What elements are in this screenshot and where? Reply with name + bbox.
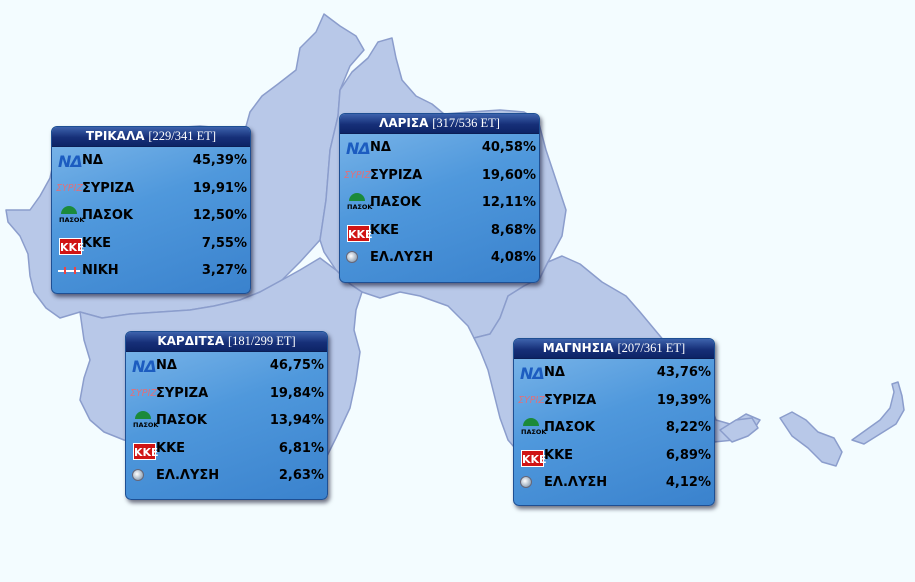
party-row: ΣΥΡΙΖ ΣΥΡΙΖΑ 19,39% <box>514 387 714 415</box>
counted-stations: [317/536 ΕΤ] <box>432 116 500 130</box>
syriza-logo-icon: ΣΥΡΙΖ <box>130 387 157 399</box>
party-name: ΣΥΡΙΖΑ <box>370 167 423 183</box>
kke-logo-icon: ΚΚΕ <box>130 439 159 460</box>
party-row: ΝΔ ΝΔ 43,76% <box>514 359 714 387</box>
map-island-alonissos <box>851 381 905 445</box>
party-row: ΕΛ.ΛΥΣΗ 4,12% <box>514 469 714 497</box>
party-percentage: 4,12% <box>665 475 711 490</box>
party-row: ΚΚΕ ΚΚΕ 6,81% <box>126 435 327 463</box>
party-name: ΚΚΕ <box>544 447 574 463</box>
party-row: ΚΚΕ ΚΚΕ 6,89% <box>514 442 714 470</box>
party-percentage: 8,68% <box>490 222 536 238</box>
party-name: ΝΔ <box>370 140 391 155</box>
region-name: ΜΑΓΝΗΣΙΑ <box>542 341 614 355</box>
nd-logo-icon: ΝΔ <box>132 357 157 376</box>
party-percentage: 19,84% <box>269 385 324 401</box>
party-row: ΕΛ.ΛΥΣΗ 4,08% <box>340 244 539 272</box>
counted-stations: [229/341 ΕΤ] <box>148 129 217 143</box>
party-percentage: 19,91% <box>192 180 247 196</box>
map-island-skiathos <box>719 417 759 443</box>
elliniki-lysi-logo-icon <box>130 466 156 486</box>
party-row: ΝΙΚΗ 3,27% <box>52 257 250 285</box>
party-row: ΠΑΣΟΚ ΠΑΣΟΚ 12,11% <box>340 189 539 217</box>
party-name: ΚΚΕ <box>82 235 112 251</box>
party-name: ΠΑΣΟΚ <box>370 195 421 210</box>
party-name: ΣΥΡΙΖΑ <box>156 385 209 401</box>
party-percentage: 45,39% <box>192 153 247 168</box>
map-island-skopelos <box>779 411 843 467</box>
syriza-logo-icon: ΣΥΡΙΖ <box>518 394 545 406</box>
party-row: ΝΔ ΝΔ 45,39% <box>52 147 250 175</box>
party-row: ΠΑΣΟΚ ΠΑΣΟΚ 13,94% <box>126 407 327 435</box>
party-name: ΚΚΕ <box>370 222 400 238</box>
nd-logo-icon: ΝΔ <box>346 139 371 158</box>
party-name: ΠΑΣΟΚ <box>82 208 133 223</box>
region-header: ΛΑΡΙΣΑ [317/536 ΕΤ] <box>340 114 539 134</box>
party-percentage: 8,22% <box>665 420 711 435</box>
party-percentage: 4,08% <box>490 250 536 265</box>
syriza-logo-icon: ΣΥΡΙΖ <box>344 169 371 181</box>
niki-logo-icon <box>56 261 82 281</box>
party-name: ΝΙΚΗ <box>82 263 119 278</box>
party-row: ΣΥΡΙΖ ΣΥΡΙΖΑ 19,60% <box>340 162 539 190</box>
pasok-logo-icon: ΠΑΣΟΚ <box>130 411 158 431</box>
party-name: ΝΔ <box>82 153 103 168</box>
region-name: ΛΑΡΙΣΑ <box>379 116 429 130</box>
party-percentage: 3,27% <box>201 263 247 278</box>
nd-logo-icon: ΝΔ <box>520 364 545 383</box>
party-percentage: 19,60% <box>481 167 536 183</box>
region-header: ΤΡΙΚΑΛΑ [229/341 ΕΤ] <box>52 127 250 147</box>
results-box-magnesia[interactable]: ΜΑΓΝΗΣΙΑ [207/361 ΕΤ] ΝΔ ΝΔ 43,76% ΣΥΡΙΖ… <box>513 338 715 506</box>
counted-stations: [207/361 ΕΤ] <box>617 341 686 355</box>
elliniki-lysi-logo-icon <box>518 473 544 493</box>
party-row: ΠΑΣΟΚ ΠΑΣΟΚ 12,50% <box>52 202 250 230</box>
party-percentage: 7,55% <box>201 235 247 251</box>
region-header: ΚΑΡΔΙΤΣΑ [181/299 ΕΤ] <box>126 332 327 352</box>
party-row: ΣΥΡΙΖ ΣΥΡΙΖΑ 19,91% <box>52 175 250 203</box>
kke-logo-icon: ΚΚΕ <box>518 446 547 467</box>
pasok-logo-icon: ΠΑΣΟΚ <box>518 418 546 438</box>
party-name: ΝΔ <box>544 365 565 380</box>
party-row: ΝΔ ΝΔ 40,58% <box>340 134 539 162</box>
party-name: ΚΚΕ <box>156 440 186 456</box>
party-row: ΝΔ ΝΔ 46,75% <box>126 352 327 380</box>
party-percentage: 46,75% <box>269 358 324 373</box>
nd-logo-icon: ΝΔ <box>58 152 83 171</box>
party-name: ΠΑΣΟΚ <box>544 420 595 435</box>
party-name: ΕΛ.ΛΥΣΗ <box>544 475 608 490</box>
kke-logo-icon: ΚΚΕ <box>344 221 373 242</box>
party-percentage: 6,81% <box>278 440 324 456</box>
region-name: ΤΡΙΚΑΛΑ <box>85 129 145 143</box>
results-box-larisa[interactable]: ΛΑΡΙΣΑ [317/536 ΕΤ] ΝΔ ΝΔ 40,58% ΣΥΡΙΖ Σ… <box>339 113 540 283</box>
results-box-trikala[interactable]: ΤΡΙΚΑΛΑ [229/341 ΕΤ] ΝΔ ΝΔ 45,39% ΣΥΡΙΖ … <box>51 126 251 294</box>
syriza-logo-icon: ΣΥΡΙΖ <box>56 182 83 194</box>
party-name: ΕΛ.ΛΥΣΗ <box>156 468 220 483</box>
elliniki-lysi-logo-icon <box>344 248 370 268</box>
party-row: ΚΚΕ ΚΚΕ 7,55% <box>52 230 250 258</box>
results-box-karditsa[interactable]: ΚΑΡΔΙΤΣΑ [181/299 ΕΤ] ΝΔ ΝΔ 46,75% ΣΥΡΙΖ… <box>125 331 328 500</box>
pasok-logo-icon: ΠΑΣΟΚ <box>344 193 372 213</box>
party-percentage: 40,58% <box>481 140 536 155</box>
party-percentage: 2,63% <box>278 468 324 483</box>
pasok-logo-icon: ΠΑΣΟΚ <box>56 206 84 226</box>
party-percentage: 6,89% <box>665 447 711 463</box>
party-percentage: 12,50% <box>192 208 247 223</box>
party-name: ΝΔ <box>156 358 177 373</box>
counted-stations: [181/299 ΕΤ] <box>227 334 296 348</box>
party-percentage: 43,76% <box>656 365 711 380</box>
region-header: ΜΑΓΝΗΣΙΑ [207/361 ΕΤ] <box>514 339 714 359</box>
party-row: ΚΚΕ ΚΚΕ 8,68% <box>340 217 539 245</box>
party-name: ΕΛ.ΛΥΣΗ <box>370 250 434 265</box>
party-name: ΣΥΡΙΖΑ <box>544 392 597 408</box>
party-name: ΠΑΣΟΚ <box>156 413 207 428</box>
party-row: ΠΑΣΟΚ ΠΑΣΟΚ 8,22% <box>514 414 714 442</box>
party-row: ΕΛ.ΛΥΣΗ 2,63% <box>126 462 327 490</box>
region-name: ΚΑΡΔΙΤΣΑ <box>157 334 225 348</box>
party-percentage: 12,11% <box>481 195 536 210</box>
party-percentage: 19,39% <box>656 392 711 408</box>
kke-logo-icon: ΚΚΕ <box>56 234 85 255</box>
party-name: ΣΥΡΙΖΑ <box>82 180 135 196</box>
party-percentage: 13,94% <box>269 413 324 428</box>
party-row: ΣΥΡΙΖ ΣΥΡΙΖΑ 19,84% <box>126 380 327 408</box>
